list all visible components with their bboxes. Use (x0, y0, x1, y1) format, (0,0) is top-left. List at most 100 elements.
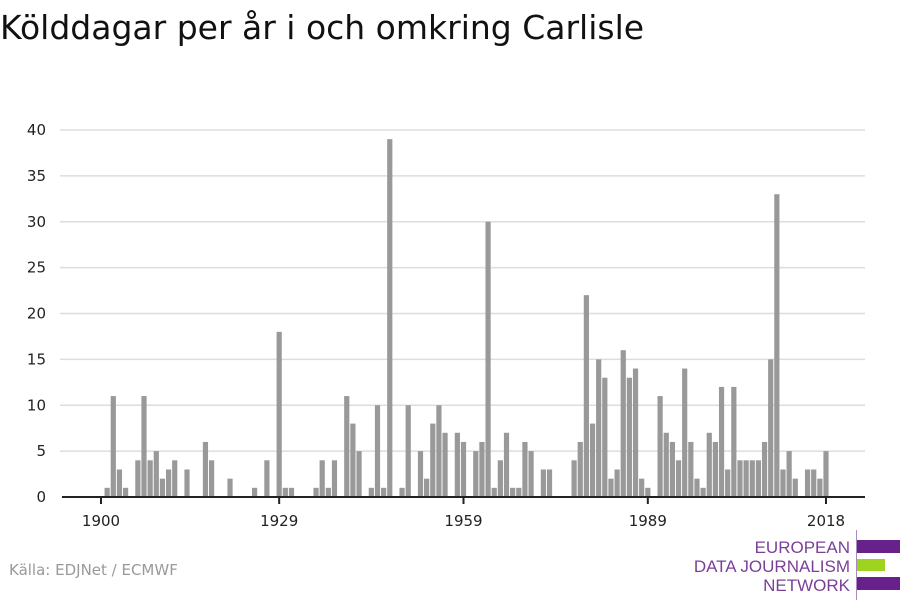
edjnet-logo: EUROPEAN DATA JOURNALISM NETWORK (694, 525, 900, 600)
source-note: Källa: EDJNet / ECMWF (9, 561, 178, 579)
bar-1908 (147, 460, 153, 497)
y-tick-label: 10 (27, 396, 46, 414)
logo-line-3: NETWORK (763, 576, 850, 595)
logo-bar-purple-top (857, 540, 900, 553)
bar-1961 (473, 451, 479, 497)
bar-2010 (774, 194, 780, 497)
bar-2011 (780, 469, 786, 497)
bar-1964 (491, 487, 497, 497)
y-tick-label: 25 (27, 259, 46, 277)
bar-1977 (571, 460, 577, 497)
bar-1904 (122, 487, 129, 497)
bar-1959 (460, 441, 467, 497)
bar-1937 (325, 487, 331, 497)
bar-1973 (546, 469, 553, 497)
bar-2016 (811, 469, 817, 497)
y-axis: 0 5 10 15 20 25 30 35 40 (27, 121, 46, 506)
bar-1986 (626, 377, 632, 497)
bar-1962 (479, 441, 485, 497)
bar-1968 (516, 487, 522, 497)
bar-1979 (583, 295, 589, 497)
bar-1906 (135, 460, 141, 497)
bar-1914 (184, 469, 190, 497)
bar-1967 (510, 487, 516, 497)
bar-1929 (276, 331, 282, 497)
y-tick-label: 0 (36, 488, 46, 506)
bar-2018 (823, 451, 829, 497)
bar-2004 (737, 460, 743, 497)
logo-line-2: DATA JOURNALISM (693, 557, 850, 576)
bar-1969 (522, 441, 528, 497)
bar-1907 (141, 396, 147, 497)
bar-1955 (436, 405, 442, 497)
bar-2009 (768, 359, 774, 497)
x-axis: 1900 1929 1959 1989 2018 (62, 496, 865, 530)
y-tick-label: 40 (27, 121, 46, 139)
bar-2002 (725, 469, 731, 497)
bar-1956 (442, 432, 448, 497)
bar-1992 (663, 432, 669, 497)
bar-2007 (755, 460, 762, 497)
logo-line-1: EUROPEAN (754, 538, 850, 557)
x-tick-label: 1929 (260, 512, 298, 530)
y-tick-label: 15 (27, 350, 46, 368)
bar-1985 (620, 350, 626, 497)
bar-1931 (288, 487, 295, 497)
bar-1952 (417, 451, 424, 497)
y-tick-label: 5 (36, 442, 46, 460)
bar-1945 (374, 405, 381, 497)
bars (104, 139, 829, 498)
bar-1978 (577, 441, 583, 497)
bar-2006 (749, 460, 755, 497)
bar-1911 (165, 469, 172, 497)
x-tick-label: 1900 (82, 512, 120, 530)
bar-1930 (282, 487, 288, 497)
bar-1987 (632, 368, 639, 497)
bar-1982 (602, 377, 608, 497)
y-tick-label: 20 (27, 305, 46, 323)
bar-2008 (761, 441, 768, 497)
y-tick-label: 30 (27, 213, 46, 231)
bar-1980 (589, 423, 596, 497)
bar-1936 (319, 460, 325, 497)
bar-1958 (454, 432, 460, 497)
bar-1901 (104, 487, 110, 497)
y-tick-label: 35 (27, 167, 46, 185)
bar-2015 (804, 469, 811, 497)
bar-2005 (743, 460, 749, 497)
bar-2012 (786, 451, 792, 497)
bar-1942 (356, 451, 362, 497)
bar-1997 (694, 478, 700, 497)
bar-1902 (110, 396, 116, 497)
x-tick-label: 1959 (444, 512, 482, 530)
bar-2003 (731, 386, 737, 497)
logo-bar-purple-bottom (857, 577, 900, 590)
bar-1912 (172, 460, 178, 497)
bar-1998 (700, 487, 706, 497)
gridlines (60, 129, 865, 452)
bar-1970 (528, 451, 534, 497)
bar-2017 (817, 478, 823, 497)
bar-1940 (344, 396, 350, 497)
bar-2000 (712, 441, 719, 497)
bar-1999 (706, 432, 712, 497)
bar-2001 (718, 386, 725, 497)
chart-title: Kölddagar per år i och omkring Carlisle (0, 8, 645, 47)
bar-1950 (405, 405, 411, 497)
bar-1918 (208, 460, 215, 497)
x-tick-label: 1989 (629, 512, 667, 530)
logo-bar-green (857, 559, 885, 571)
bar-1972 (540, 469, 546, 497)
logo-divider (856, 530, 857, 600)
bar-1917 (202, 441, 209, 497)
bar-1996 (688, 441, 694, 497)
bar-1938 (331, 460, 338, 497)
bar-2013 (792, 478, 798, 497)
bar-1981 (596, 359, 602, 497)
bar-1954 (430, 423, 436, 497)
bar-1944 (368, 487, 374, 497)
bar-1935 (313, 487, 319, 497)
bar-1909 (153, 451, 159, 497)
bar-1995 (682, 368, 688, 497)
